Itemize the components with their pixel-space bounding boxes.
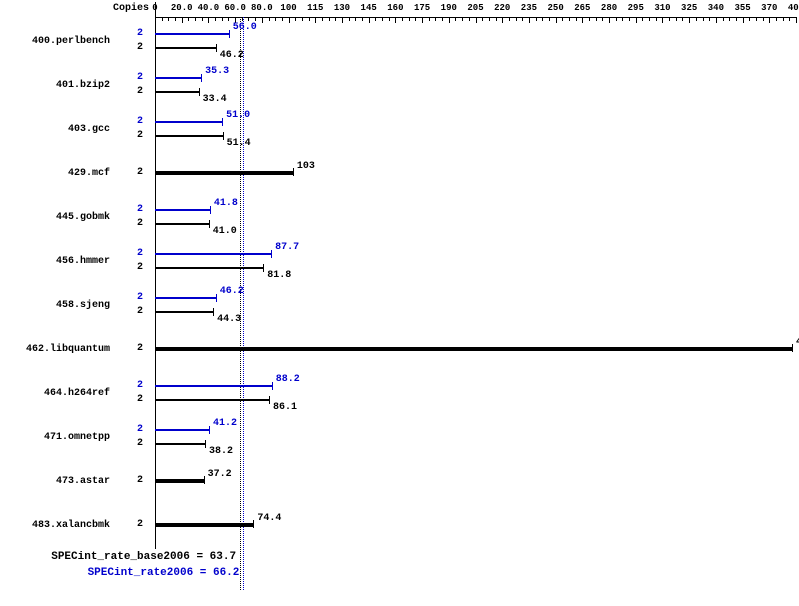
copies-value-base: 2	[0, 306, 143, 317]
xaxis-tick-label: 370	[761, 3, 777, 13]
xaxis-tick-label: 130	[334, 3, 350, 13]
bar-value-base: 38.2	[209, 446, 233, 457]
bar-base	[155, 347, 793, 351]
bar-value-peak: 87.7	[275, 242, 299, 253]
bar-value-base: 41.0	[213, 226, 237, 237]
xaxis-tick-label: 295	[628, 3, 644, 13]
bar-base	[155, 311, 214, 313]
bar-peak	[155, 33, 230, 35]
xaxis-tick-label: 115	[307, 3, 323, 13]
bar-value-base: 33.4	[203, 94, 227, 105]
copies-value-base: 2	[0, 475, 143, 486]
copies-value-peak: 2	[0, 116, 143, 127]
bar-value-peak: 88.2	[276, 374, 300, 385]
copies-value-peak: 2	[0, 380, 143, 391]
xaxis-tick-label: 280	[601, 3, 617, 13]
bar-peak	[155, 385, 273, 387]
bar-peak	[155, 77, 202, 79]
bar-peak	[155, 253, 272, 255]
bar-value-base: 46.2	[220, 50, 244, 61]
spec-rate-chart: Copies0 20.0 40.0 60.0 80.0 100 115 130 145 160 17…	[0, 0, 799, 606]
xaxis-tick-label: 310	[654, 3, 670, 13]
xaxis-tick-label: 355	[734, 3, 750, 13]
copies-value-base: 2	[0, 86, 143, 97]
bar-base	[155, 479, 205, 483]
copies-value-peak: 2	[0, 204, 143, 215]
bar-peak	[155, 297, 217, 299]
xaxis-tick-label: 340	[708, 3, 724, 13]
copies-value-base: 2	[0, 343, 143, 354]
bar-base	[155, 223, 210, 225]
bar-value-base: 37.2	[208, 469, 232, 480]
xaxis-tick-label: 235	[521, 3, 537, 13]
xaxis-tick-label: 60.0	[224, 3, 246, 13]
bar-base	[155, 443, 206, 445]
bar-base	[155, 47, 217, 49]
bar-peak	[155, 429, 210, 431]
xaxis-tick-label: 40.0	[198, 3, 220, 13]
bar-peak	[155, 209, 211, 211]
copies-value-base: 2	[0, 519, 143, 530]
copies-value-base: 2	[0, 262, 143, 273]
xaxis-tick-label: 325	[681, 3, 697, 13]
xaxis-tick-label: 100	[280, 3, 296, 13]
bar-base	[155, 135, 224, 137]
bar-value-base: 74.4	[257, 513, 281, 524]
xaxis-tick-label: 0	[152, 3, 157, 13]
xaxis-tick-label: 205	[467, 3, 483, 13]
bar-peak	[155, 121, 223, 123]
xaxis-tick-label: 405	[788, 3, 799, 13]
bar-base	[155, 523, 254, 527]
bar-base	[155, 267, 264, 269]
xaxis-tick-label: 20.0	[171, 3, 193, 13]
bar-value-base: 81.8	[267, 270, 291, 281]
bar-value-peak: 46.2	[220, 286, 244, 297]
bar-base	[155, 399, 270, 401]
copies-value-peak: 2	[0, 72, 143, 83]
summary-base: SPECint_rate_base2006 = 63.7	[0, 551, 236, 563]
copies-value-peak: 2	[0, 28, 143, 39]
bar-value-base: 86.1	[273, 402, 297, 413]
bar-value-peak: 56.0	[233, 22, 257, 33]
bar-value-peak: 51.0	[226, 110, 250, 121]
copies-value-peak: 2	[0, 424, 143, 435]
xaxis-tick-label: 250	[548, 3, 564, 13]
copies-value-base: 2	[0, 42, 143, 53]
copies-value-base: 2	[0, 438, 143, 449]
xaxis-tick-label: 265	[574, 3, 590, 13]
bar-value-base: 44.3	[217, 314, 241, 325]
xaxis-tick-label: 80.0	[251, 3, 273, 13]
bar-value-peak: 41.2	[213, 418, 237, 429]
copies-value-base: 2	[0, 130, 143, 141]
copies-header: Copies	[0, 3, 149, 14]
copies-value-peak: 2	[0, 248, 143, 259]
copies-value-base: 2	[0, 218, 143, 229]
copies-value-peak: 2	[0, 292, 143, 303]
xaxis-tick-label: 175	[414, 3, 430, 13]
bar-value-peak: 35.3	[205, 66, 229, 77]
summary-peak: SPECint_rate2006 = 66.2	[0, 567, 239, 579]
bar-value-peak: 41.8	[214, 198, 238, 209]
copies-value-base: 2	[0, 167, 143, 178]
reference-line	[243, 17, 244, 590]
bar-base	[155, 91, 200, 93]
xaxis-tick-label: 160	[387, 3, 403, 13]
bar-base	[155, 171, 294, 175]
xaxis-tick-label: 145	[361, 3, 377, 13]
bar-value-base: 51.4	[227, 138, 251, 149]
reference-line	[240, 17, 241, 590]
xaxis-tick-label: 220	[494, 3, 510, 13]
bar-value-base: 103	[297, 161, 315, 172]
copies-value-base: 2	[0, 394, 143, 405]
xaxis-tick-label: 190	[441, 3, 457, 13]
